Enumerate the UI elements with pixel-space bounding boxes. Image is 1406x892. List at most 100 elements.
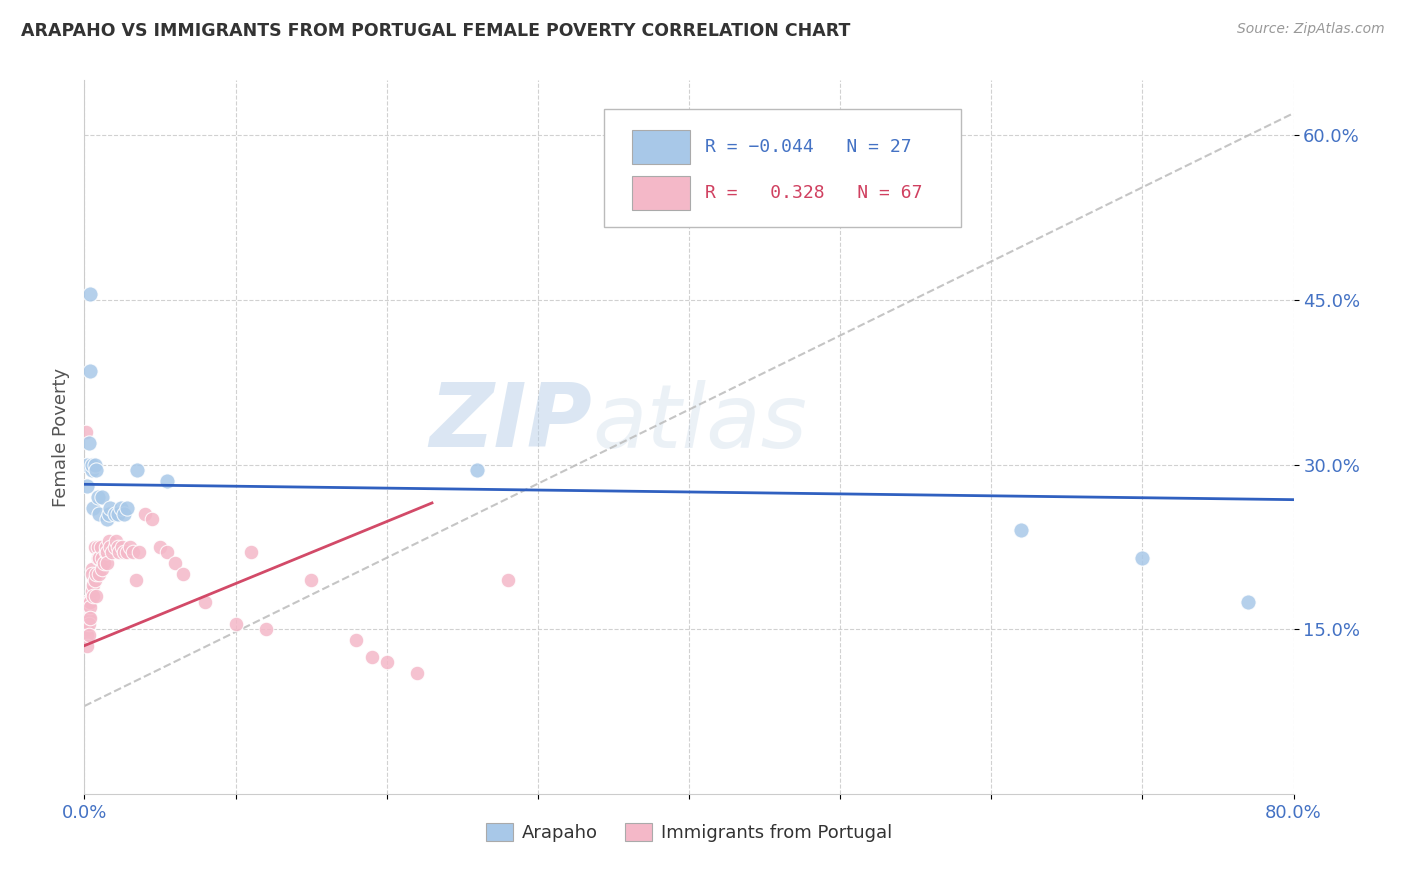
Point: [77, 616, 100, 631]
Point: [77, 595, 100, 609]
Point: [82, 578, 104, 592]
Point: [118, 540, 141, 554]
Point: [406, 666, 429, 681]
Point: [89, 567, 111, 582]
Point: [96, 512, 118, 526]
Point: [105, 534, 128, 549]
Point: [75, 425, 97, 439]
Text: R =   0.328   N = 67: R = 0.328 N = 67: [704, 184, 922, 202]
Point: [76, 622, 98, 636]
Point: [79, 595, 101, 609]
Point: [108, 545, 131, 559]
Point: [84, 573, 107, 587]
Point: [128, 545, 150, 559]
Point: [89, 550, 111, 565]
Bar: [633, 176, 690, 211]
Point: [156, 545, 179, 559]
Point: [104, 507, 127, 521]
Point: [80, 562, 103, 576]
Point: [76, 611, 98, 625]
Point: [79, 287, 101, 301]
Point: [76, 458, 98, 472]
Y-axis label: Female Poverty: Female Poverty: [52, 368, 70, 507]
Point: [79, 611, 101, 625]
Point: [104, 540, 127, 554]
Point: [87, 550, 110, 565]
Text: R = −0.044   N = 27: R = −0.044 N = 27: [704, 137, 911, 155]
Point: [94, 545, 117, 559]
Point: [134, 507, 156, 521]
Point: [89, 507, 111, 521]
Point: [94, 540, 117, 554]
Point: [1237, 595, 1260, 609]
Point: [107, 540, 129, 554]
Point: [96, 545, 118, 559]
Point: [107, 507, 129, 521]
Point: [91, 491, 114, 505]
Point: [76, 479, 98, 493]
Point: [375, 655, 398, 669]
Point: [86, 589, 108, 603]
Point: [111, 540, 134, 554]
Point: [225, 616, 247, 631]
Point: [79, 364, 101, 378]
Point: [156, 474, 179, 488]
Bar: [633, 130, 690, 164]
FancyBboxPatch shape: [605, 109, 962, 227]
Point: [239, 545, 262, 559]
Point: [91, 562, 114, 576]
Point: [299, 573, 322, 587]
Text: ARAPAHO VS IMMIGRANTS FROM PORTUGAL FEMALE POVERTY CORRELATION CHART: ARAPAHO VS IMMIGRANTS FROM PORTUGAL FEMA…: [21, 22, 851, 40]
Point: [80, 463, 103, 477]
Point: [87, 491, 110, 505]
Point: [77, 435, 100, 450]
Point: [127, 463, 149, 477]
Point: [82, 589, 104, 603]
Point: [93, 557, 115, 571]
Point: [360, 649, 382, 664]
Point: [98, 501, 121, 516]
Point: [79, 600, 101, 615]
Point: [1011, 524, 1033, 538]
Point: [75, 595, 97, 609]
Point: [100, 545, 122, 559]
Text: Source: ZipAtlas.com: Source: ZipAtlas.com: [1237, 22, 1385, 37]
Point: [75, 622, 97, 636]
Point: [112, 545, 135, 559]
Point: [76, 628, 98, 642]
Point: [98, 540, 121, 554]
Point: [254, 622, 277, 636]
Point: [97, 534, 120, 549]
Point: [91, 550, 114, 565]
Point: [80, 458, 103, 472]
Point: [76, 639, 98, 653]
Point: [194, 595, 217, 609]
Point: [1130, 550, 1153, 565]
Point: [149, 540, 172, 554]
Point: [86, 567, 108, 582]
Point: [115, 545, 138, 559]
Point: [110, 501, 132, 516]
Legend: Arapaho, Immigrants from Portugal: Arapaho, Immigrants from Portugal: [478, 815, 900, 849]
Point: [77, 611, 100, 625]
Point: [97, 507, 120, 521]
Point: [87, 540, 110, 554]
Point: [172, 567, 194, 582]
Point: [112, 507, 135, 521]
Point: [165, 557, 187, 571]
Point: [141, 512, 163, 526]
Point: [84, 540, 107, 554]
Point: [496, 573, 519, 587]
Point: [90, 540, 112, 554]
Text: ZIP: ZIP: [429, 379, 592, 467]
Point: [115, 501, 138, 516]
Point: [76, 600, 98, 615]
Point: [82, 501, 104, 516]
Point: [84, 458, 107, 472]
Point: [80, 567, 103, 582]
Point: [96, 557, 118, 571]
Point: [86, 463, 108, 477]
Point: [75, 606, 97, 620]
Point: [346, 633, 368, 648]
Point: [77, 628, 100, 642]
